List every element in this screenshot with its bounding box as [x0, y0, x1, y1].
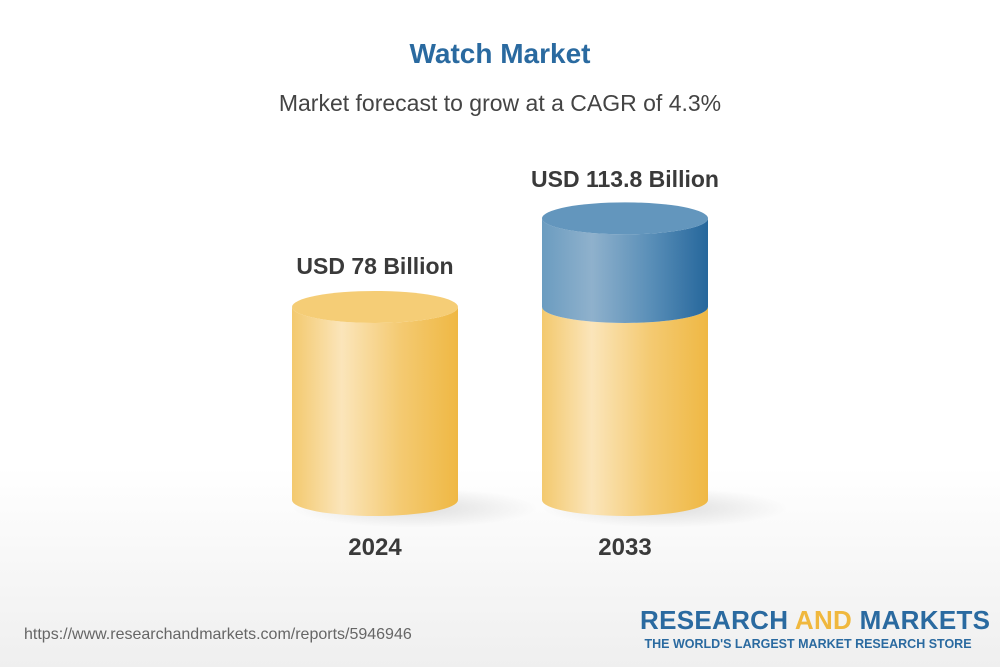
cylinder-top-2024 [292, 290, 458, 323]
logo-text-and: AND [794, 605, 853, 635]
data-label-2024: USD 78 Billion [296, 253, 453, 279]
cylinder-growth-2033 [542, 218, 708, 323]
research-and-markets-logo: RESEARCH AND MARKETS THE WORLD'S LARGEST… [640, 605, 990, 651]
category-label-2033: 2033 [598, 534, 651, 561]
chart-subtitle: Market forecast to grow at a CAGR of 4.3… [278, 90, 722, 116]
logo-text-markets: MARKETS [852, 605, 991, 635]
cylinder-top-2033 [542, 202, 708, 235]
logo-tagline: THE WORLD'S LARGEST MARKET RESEARCH STOR… [644, 637, 972, 651]
data-label-2033: USD 113.8 Billion [531, 166, 719, 192]
cylinder-base-2024 [292, 306, 458, 516]
logo-text-research: RESEARCH [640, 605, 795, 635]
chart-title: Watch Market [409, 38, 591, 69]
source-url[interactable]: https://www.researchandmarkets.com/repor… [24, 626, 412, 643]
cylinder-base-2033 [542, 306, 708, 516]
category-label-2024: 2024 [348, 534, 402, 561]
